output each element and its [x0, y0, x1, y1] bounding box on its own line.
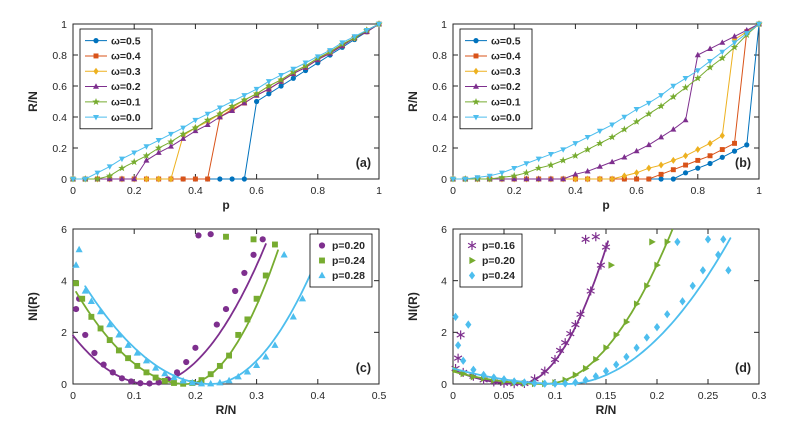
svg-text:0.15: 0.15 [596, 390, 617, 402]
svg-text:0.5: 0.5 [372, 390, 387, 402]
panel-b-chart: 0 0.2 0.4 0.6 0.8 1 0 0.2 0.4 0.6 0.8 1 p R/N ω=0.5 ω=0… [406, 19, 763, 212]
svg-text:0.2: 0.2 [432, 143, 447, 155]
svg-text:6: 6 [441, 224, 447, 236]
svg-text:0: 0 [450, 390, 456, 402]
svg-text:p: p [602, 198, 609, 212]
panel-a-chart: 0 0.2 0.4 0.6 0.8 1 0 0.2 0.4 0.6 0.8 1 p R/N ω=0.5 ω=0… [26, 19, 383, 212]
svg-text:2: 2 [441, 327, 447, 339]
svg-text:NI(R): NI(R) [406, 292, 420, 321]
svg-text:0.8: 0.8 [310, 185, 325, 197]
panel-d: 0 0.05 0.1 0.15 0.2 0.25 0.3 0 2 4 6 R/N NI(R) p=0.16… [395, 217, 775, 422]
svg-text:R/N: R/N [406, 91, 420, 112]
svg-text:p: p [222, 198, 229, 212]
svg-text:0.4: 0.4 [188, 185, 203, 197]
svg-text:0: 0 [441, 174, 447, 186]
svg-text:2: 2 [61, 327, 67, 339]
svg-text:0: 0 [61, 174, 67, 186]
panel-a: 0 0.2 0.4 0.6 0.8 1 0 0.2 0.4 0.6 0.8 1 p R/N ω=0.5 ω=0… [15, 12, 395, 217]
svg-text:NI(R): NI(R) [26, 292, 40, 321]
svg-text:1: 1 [441, 19, 447, 31]
svg-text:p=0.24: p=0.24 [482, 270, 515, 282]
svg-text:0.4: 0.4 [432, 112, 447, 124]
svg-text:0.6: 0.6 [629, 185, 644, 197]
svg-text:0: 0 [441, 379, 447, 391]
svg-text:0.6: 0.6 [432, 81, 447, 93]
svg-text:p=0.16: p=0.16 [482, 240, 515, 252]
svg-text:ω=0.3: ω=0.3 [111, 66, 141, 78]
svg-text:p=0.20: p=0.20 [332, 240, 365, 252]
svg-text:0.8: 0.8 [690, 185, 705, 197]
svg-text:0.4: 0.4 [310, 390, 325, 402]
svg-text:0: 0 [450, 185, 456, 197]
svg-text:0.4: 0.4 [568, 185, 583, 197]
svg-text:0.6: 0.6 [249, 185, 264, 197]
svg-text:R/N: R/N [26, 91, 40, 112]
svg-text:0.4: 0.4 [52, 112, 67, 124]
svg-text:0: 0 [61, 379, 67, 391]
svg-text:p=0.28: p=0.28 [332, 270, 365, 282]
svg-text:0.2: 0.2 [188, 390, 203, 402]
svg-text:0.8: 0.8 [52, 50, 67, 62]
svg-text:ω=0.1: ω=0.1 [491, 96, 521, 108]
svg-text:(d): (d) [735, 361, 751, 375]
svg-text:0.2: 0.2 [127, 185, 142, 197]
panel-c-chart: 0 0.1 0.2 0.3 0.4 0.5 0 2 4 6 R/N NI(R) p=0.20 p=0.24… [26, 224, 387, 417]
svg-text:ω=0.0: ω=0.0 [491, 112, 521, 124]
svg-text:ω=0.5: ω=0.5 [491, 35, 521, 47]
svg-text:ω=0.2: ω=0.2 [111, 81, 141, 93]
svg-text:ω=0.0: ω=0.0 [111, 112, 141, 124]
svg-text:6: 6 [61, 224, 67, 236]
svg-text:0: 0 [70, 185, 76, 197]
svg-text:ω=0.4: ω=0.4 [111, 51, 141, 63]
svg-text:4: 4 [441, 275, 447, 287]
svg-text:ω=0.5: ω=0.5 [111, 35, 141, 47]
panel-c: 0 0.1 0.2 0.3 0.4 0.5 0 2 4 6 R/N NI(R) p=0.20 p=0.24… [15, 217, 395, 422]
svg-text:ω=0.2: ω=0.2 [491, 81, 521, 93]
svg-text:1: 1 [61, 19, 67, 31]
svg-text:0.2: 0.2 [650, 390, 665, 402]
svg-text:ω=0.3: ω=0.3 [491, 66, 521, 78]
svg-text:1: 1 [756, 185, 762, 197]
panel-b: 0 0.2 0.4 0.6 0.8 1 0 0.2 0.4 0.6 0.8 1 p R/N ω=0.5 ω=0… [395, 12, 775, 217]
svg-text:(b): (b) [735, 156, 751, 170]
svg-text:0.2: 0.2 [52, 143, 67, 155]
svg-text:(c): (c) [356, 361, 371, 375]
svg-text:0.1: 0.1 [127, 390, 142, 402]
svg-text:ω=0.4: ω=0.4 [491, 51, 521, 63]
svg-text:0.3: 0.3 [752, 390, 767, 402]
svg-text:p=0.24: p=0.24 [332, 255, 365, 267]
svg-text:4: 4 [61, 275, 67, 287]
svg-text:R/N: R/N [216, 403, 237, 417]
svg-text:p=0.20: p=0.20 [482, 255, 515, 267]
svg-text:0.6: 0.6 [52, 81, 67, 93]
svg-text:ω=0.1: ω=0.1 [111, 96, 141, 108]
svg-text:0.1: 0.1 [548, 390, 563, 402]
svg-text:0.25: 0.25 [698, 390, 719, 402]
svg-text:0.3: 0.3 [249, 390, 264, 402]
svg-text:(a): (a) [356, 156, 371, 170]
svg-text:1: 1 [376, 185, 382, 197]
svg-text:0.2: 0.2 [507, 185, 522, 197]
panel-d-chart: 0 0.05 0.1 0.15 0.2 0.25 0.3 0 2 4 6 R/N NI(R) p=0.16… [406, 224, 767, 417]
svg-text:0.8: 0.8 [432, 50, 447, 62]
svg-text:0.05: 0.05 [494, 390, 515, 402]
svg-text:R/N: R/N [596, 403, 617, 417]
svg-text:0: 0 [70, 390, 76, 402]
